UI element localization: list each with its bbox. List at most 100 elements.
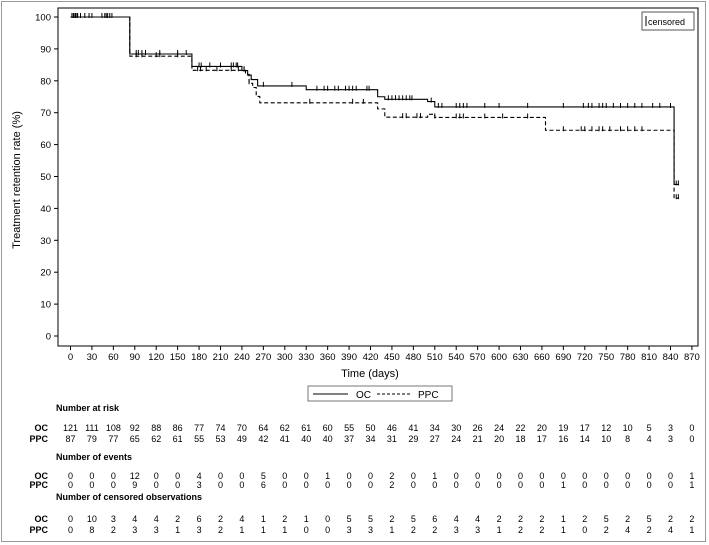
table-cell-events: 0 — [582, 480, 587, 490]
table-cell-censored: 3 — [368, 525, 373, 535]
table-cell-events: 0 — [539, 480, 544, 490]
x-tick-label: 150 — [170, 352, 186, 363]
table-cell-at_risk: 50 — [365, 423, 375, 433]
x-tick-label: 540 — [448, 352, 464, 363]
x-tick-label: 510 — [427, 352, 443, 363]
table-cell-at_risk: 10 — [623, 423, 633, 433]
table-cell-at_risk: 30 — [451, 423, 461, 433]
table-cell-events: 0 — [604, 471, 609, 481]
table-cell-censored: 4 — [625, 525, 630, 535]
table-cell-censored: 2 — [218, 525, 223, 535]
table-cell-at_risk: 86 — [173, 423, 183, 433]
x-tick-label: 810 — [641, 352, 657, 363]
table-cell-at_risk: 77 — [108, 434, 118, 444]
table-cell-censored: 10 — [87, 514, 97, 524]
table-cell-at_risk: 74 — [215, 423, 225, 433]
table-cell-events: 2 — [389, 471, 394, 481]
table-cell-censored: 2 — [432, 525, 437, 535]
table-cell-events: 0 — [368, 471, 373, 481]
table-cell-events: 0 — [518, 471, 523, 481]
table-cell-censored: 0 — [304, 525, 309, 535]
table-cell-events: 0 — [668, 471, 673, 481]
table-cell-events: 0 — [239, 480, 244, 490]
table-cell-censored: 3 — [475, 525, 480, 535]
table-cell-events: 0 — [111, 480, 116, 490]
table-cell-at_risk: 26 — [473, 423, 483, 433]
table-cell-censored: 2 — [389, 514, 394, 524]
table-cell-censored: 2 — [282, 514, 287, 524]
table-cell-events: 0 — [154, 480, 159, 490]
table-cell-events: 1 — [561, 480, 566, 490]
y-axis-label: Treatment retention rate (%) — [11, 111, 23, 249]
x-axis-label: Time (days) — [341, 368, 399, 380]
table-cell-events: 0 — [454, 480, 459, 490]
table-cell-events: 0 — [304, 480, 309, 490]
table-cell-events: 0 — [239, 471, 244, 481]
table-cell-events: 1 — [689, 480, 694, 490]
table-cell-censored: 1 — [561, 525, 566, 535]
x-tick-label: 630 — [513, 352, 529, 363]
table-cell-at_risk: 34 — [365, 434, 375, 444]
table-cell-at_risk: 3 — [668, 423, 673, 433]
x-tick-label: 870 — [684, 352, 700, 363]
table-cell-events: 0 — [475, 471, 480, 481]
table-cell-censored: 4 — [454, 514, 459, 524]
x-tick-label: 690 — [555, 352, 571, 363]
table-cell-at_risk: 24 — [494, 423, 504, 433]
table-cell-censored: 2 — [411, 525, 416, 535]
y-tick-label: 0 — [46, 332, 51, 343]
table-cell-events: 0 — [282, 471, 287, 481]
table-cell-events: 0 — [89, 471, 94, 481]
table-cell-at_risk: 42 — [258, 434, 268, 444]
events-title: Number of events — [56, 452, 132, 462]
table-cell-censored: 2 — [539, 525, 544, 535]
table-cell-events: 0 — [411, 480, 416, 490]
table-cell-events: 0 — [647, 480, 652, 490]
table-cell-events: 0 — [625, 471, 630, 481]
table-cell-at_risk: 41 — [280, 434, 290, 444]
x-tick-label: 720 — [577, 352, 593, 363]
table-cell-events: 0 — [561, 471, 566, 481]
table-cell-at_risk: 88 — [151, 423, 161, 433]
table-cell-at_risk: 61 — [173, 434, 183, 444]
table-cell-censored: 2 — [518, 514, 523, 524]
table-cell-at_risk: 10 — [601, 434, 611, 444]
table-cell-censored: 3 — [347, 525, 352, 535]
x-tick-label: 240 — [234, 352, 250, 363]
table-cell-censored: 2 — [689, 514, 694, 524]
table-cell-at_risk: 20 — [537, 423, 547, 433]
table-cell-events: 0 — [368, 480, 373, 490]
table-cell-at_risk: 19 — [558, 423, 568, 433]
x-tick-label: 330 — [298, 352, 314, 363]
table-cell-censored: 2 — [582, 514, 587, 524]
series-line-oc — [70, 16, 680, 186]
table-cell-at_risk: 21 — [473, 434, 483, 444]
y-tick-label: 100 — [35, 13, 51, 24]
table-cell-events: 0 — [111, 471, 116, 481]
table-cell-events: 0 — [68, 480, 73, 490]
x-tick-label: 60 — [108, 352, 119, 363]
x-tick-label: 270 — [255, 352, 271, 363]
table-cell-censored: 1 — [304, 514, 309, 524]
table-cell-events: 0 — [582, 471, 587, 481]
table-cell-events: 0 — [282, 480, 287, 490]
table-cell-at_risk: 40 — [323, 434, 333, 444]
x-tick-label: 90 — [129, 352, 140, 363]
table-cell-at_risk: 20 — [494, 434, 504, 444]
series-line-ppc — [70, 16, 680, 199]
table-cell-at_risk: 5 — [647, 423, 652, 433]
table-cell-at_risk: 62 — [280, 423, 290, 433]
table-cell-censored: 8 — [89, 525, 94, 535]
table-cell-at_risk: 62 — [151, 434, 161, 444]
table-cell-events: 0 — [325, 480, 330, 490]
table-cell-censored: 1 — [497, 525, 502, 535]
table-cell-events: 0 — [347, 480, 352, 490]
table-cell-at_risk: 24 — [451, 434, 461, 444]
table-cell-censored: 2 — [518, 525, 523, 535]
x-tick-label: 300 — [277, 352, 293, 363]
table-cell-censored: 3 — [154, 525, 159, 535]
table-cell-events: 0 — [604, 480, 609, 490]
table-row-label: PPC — [29, 434, 48, 444]
table-cell-events: 0 — [432, 480, 437, 490]
